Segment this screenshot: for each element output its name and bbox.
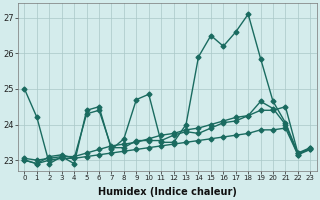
X-axis label: Humidex (Indice chaleur): Humidex (Indice chaleur) (98, 187, 237, 197)
